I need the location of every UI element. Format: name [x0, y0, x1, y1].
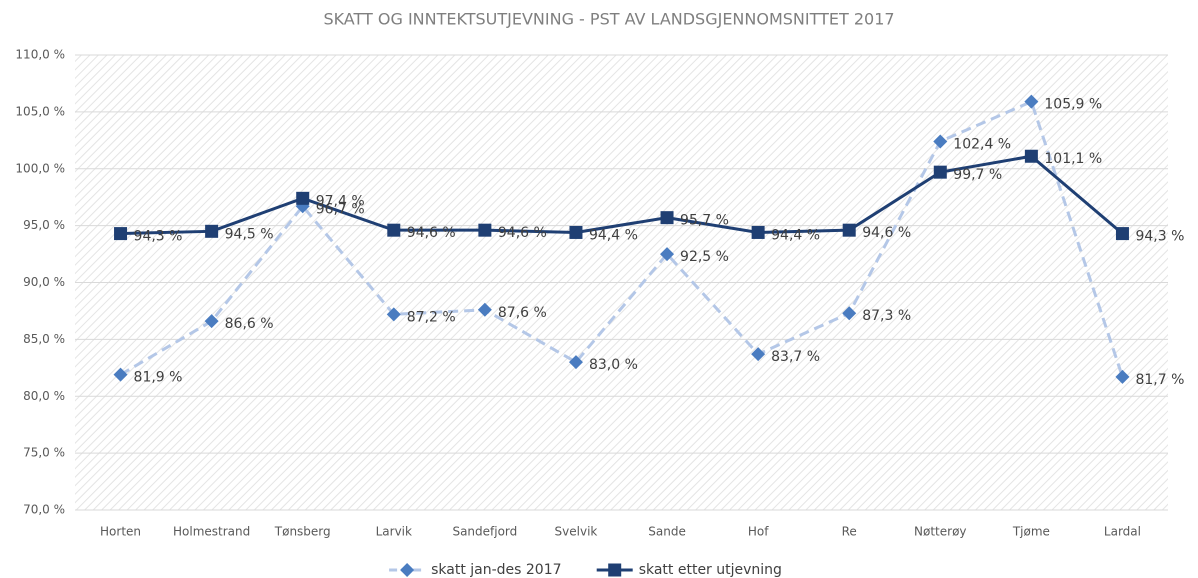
- data-label: 94,4 %: [589, 227, 638, 243]
- x-tick-label: Tjøme: [1012, 525, 1050, 539]
- x-tick-label: Lardal: [1104, 525, 1141, 539]
- data-label: 87,6 %: [498, 305, 547, 321]
- data-point: [660, 247, 675, 262]
- data-point: [842, 223, 856, 237]
- data-point: [478, 223, 492, 237]
- data-point: [113, 367, 128, 382]
- data-point: [477, 302, 492, 317]
- x-tick-label: Hof: [748, 525, 769, 539]
- data-label: 94,3 %: [134, 229, 183, 245]
- x-tick-label: Holmestrand: [173, 525, 250, 539]
- data-label: 94,6 %: [407, 225, 456, 241]
- data-label: 94,5 %: [225, 226, 274, 242]
- x-tick-label: Nøtterøy: [914, 525, 967, 539]
- x-tick-label: Larvik: [376, 525, 412, 539]
- data-point: [204, 314, 219, 329]
- data-label: 92,5 %: [680, 249, 729, 265]
- data-label: 86,6 %: [225, 316, 274, 332]
- y-tick-label: 70,0 %: [23, 503, 65, 517]
- y-tick-label: 85,0 %: [23, 332, 65, 346]
- data-point: [296, 191, 310, 205]
- series-line: [120, 154, 1124, 236]
- x-tick-label: Svelvik: [555, 525, 598, 539]
- legend-label: skatt etter utjevning: [639, 562, 782, 578]
- y-tick-label: 100,0 %: [15, 161, 65, 175]
- data-point: [1115, 227, 1129, 241]
- chart-title: SKATT OG INNTEKTSUTJEVNING - PST AV LAND…: [323, 10, 894, 29]
- data-label: 97,4 %: [316, 193, 365, 209]
- x-tick-label: Re: [842, 525, 857, 539]
- x-tick-label: Horten: [100, 525, 141, 539]
- data-point: [842, 306, 857, 321]
- data-point: [1115, 369, 1130, 384]
- data-point: [751, 225, 765, 239]
- x-tick-label: Tønsberg: [274, 525, 331, 539]
- data-label: 99,7 %: [953, 167, 1002, 183]
- data-point: [1024, 149, 1038, 163]
- data-label: 101,1 %: [1044, 151, 1102, 167]
- data-point: [387, 223, 401, 237]
- data-label: 94,4 %: [771, 227, 820, 243]
- data-label: 94,6 %: [862, 225, 911, 241]
- y-tick-label: 75,0 %: [23, 446, 65, 460]
- data-point: [1024, 94, 1039, 109]
- data-label: 96,7 %: [316, 201, 365, 217]
- data-label: 81,9 %: [134, 370, 183, 386]
- data-point: [933, 165, 947, 179]
- data-label: 102,4 %: [953, 136, 1011, 152]
- x-tick-label: Sandefjord: [452, 525, 517, 539]
- data-label: 105,9 %: [1044, 97, 1102, 113]
- legend-marker: [400, 563, 415, 577]
- data-label: 95,7 %: [680, 213, 729, 229]
- y-tick-label: 90,0 %: [23, 275, 65, 289]
- y-tick-label: 80,0 %: [23, 389, 65, 403]
- y-tick-label: 110,0 %: [15, 48, 65, 62]
- data-label: 83,7 %: [771, 349, 820, 365]
- data-label: 81,7 %: [1135, 372, 1184, 388]
- data-point: [751, 347, 766, 362]
- series-line: [119, 99, 1124, 378]
- data-label: 94,6 %: [498, 225, 547, 241]
- data-point: [114, 227, 128, 241]
- data-label: 87,3 %: [862, 308, 911, 324]
- y-tick-label: 105,0 %: [15, 104, 65, 118]
- data-point: [205, 224, 219, 238]
- legend-label: skatt jan-des 2017: [431, 562, 561, 578]
- data-point: [660, 211, 674, 225]
- data-point: [568, 355, 583, 370]
- data-point: [933, 134, 948, 149]
- data-point: [386, 307, 401, 322]
- data-label: 87,2 %: [407, 309, 456, 325]
- data-label: 94,3 %: [1135, 229, 1184, 245]
- x-tick-label: Sande: [648, 525, 686, 539]
- y-tick-label: 95,0 %: [23, 218, 65, 232]
- legend-marker: [608, 563, 622, 577]
- data-point: [569, 225, 583, 239]
- data-label: 83,0 %: [589, 357, 638, 373]
